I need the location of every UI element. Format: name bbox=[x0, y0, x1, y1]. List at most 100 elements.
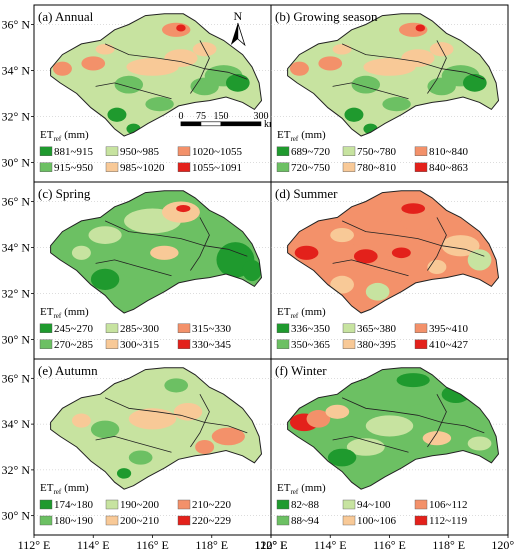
legend-label: 750~780 bbox=[357, 146, 396, 158]
panel-title: (f) Winter bbox=[275, 363, 327, 378]
et-zone bbox=[422, 431, 452, 446]
legend-swatch bbox=[414, 499, 428, 510]
legend-title-sub: ref bbox=[290, 135, 298, 143]
north-arrow-icon bbox=[237, 22, 246, 47]
lat-tick-label: 30° N bbox=[2, 509, 31, 523]
lon-tick-label: 118° E bbox=[432, 538, 465, 550]
lon-tick-label: 116° E bbox=[136, 538, 169, 550]
subbasin-boundary bbox=[332, 82, 409, 100]
legend-label: 330~345 bbox=[192, 339, 231, 351]
lon-tick-label: 116° E bbox=[373, 538, 406, 550]
et-zone bbox=[365, 415, 414, 437]
et-zone bbox=[88, 226, 122, 244]
legend-swatch bbox=[414, 146, 428, 156]
subbasin-boundary bbox=[104, 220, 248, 257]
legend-label: 315~330 bbox=[192, 323, 231, 335]
legend: ETref (mm) 336~350 365~380 395~410 350~365 380… bbox=[276, 306, 468, 351]
legend-swatch bbox=[105, 162, 119, 172]
et-zone bbox=[107, 107, 127, 122]
legend-swatch bbox=[276, 499, 290, 510]
et-zone bbox=[415, 24, 426, 32]
legend-label: 350~365 bbox=[291, 339, 330, 351]
legend-swatch bbox=[342, 323, 356, 333]
et-zone bbox=[128, 450, 153, 465]
legend-swatch bbox=[276, 146, 290, 156]
legend-swatch bbox=[177, 162, 191, 172]
legend-label: 689~720 bbox=[291, 146, 330, 158]
legend-swatch bbox=[342, 499, 356, 510]
lon-tick-label: 114° E bbox=[77, 538, 110, 550]
basin-boundary bbox=[50, 190, 263, 314]
legend-swatch bbox=[39, 339, 53, 349]
et-zones bbox=[289, 373, 492, 467]
panel-c: (c) Spring ETref (mm) 245~270 285~300 315~330… bbox=[33, 181, 272, 360]
lon-tick-label: 120° E bbox=[254, 538, 287, 550]
lat-tick-label: 36° N bbox=[2, 194, 31, 208]
legend-swatch bbox=[414, 515, 428, 526]
panel-e: (e) Autumn ETref (mm) 174~180 190~200 210~220… bbox=[33, 358, 272, 536]
et-zones bbox=[289, 22, 487, 135]
lat-tick-label: 30° N bbox=[2, 156, 31, 170]
legend-title-unit: (mm) bbox=[301, 129, 326, 141]
subbasin-boundary bbox=[190, 40, 210, 94]
lon-tick-label: 118° E bbox=[195, 538, 228, 550]
axes: 36° N 34° N 32° N 30° N 36° N 34° N 32° N 30° N… bbox=[2, 17, 514, 550]
scale-segment bbox=[180, 121, 202, 127]
et-zone bbox=[90, 420, 120, 439]
et-zones bbox=[71, 201, 262, 290]
subbasin-boundary bbox=[341, 220, 485, 257]
et-zone bbox=[467, 249, 492, 271]
et-zone bbox=[195, 439, 215, 455]
legend-title-main: ET bbox=[40, 306, 54, 318]
et-zone bbox=[401, 203, 426, 214]
subbasin-boundary bbox=[427, 40, 447, 94]
subbasin-boundary bbox=[190, 217, 210, 271]
legend-label: 112~119 bbox=[429, 515, 468, 527]
subbasin-boundary bbox=[341, 43, 485, 80]
et-zone bbox=[427, 77, 456, 96]
et-zone bbox=[90, 268, 120, 290]
legend-title-unit: (mm) bbox=[64, 129, 89, 141]
scale-label: 150 bbox=[213, 111, 228, 122]
et-zone bbox=[353, 249, 378, 264]
lon-tick-label: 114° E bbox=[314, 538, 347, 550]
et-zone bbox=[344, 107, 364, 122]
legend-label: 82~88 bbox=[291, 499, 319, 511]
subbasin-boundary bbox=[104, 397, 248, 434]
legend-label: 1055~1091 bbox=[192, 162, 242, 174]
lat-tick-label: 32° N bbox=[2, 287, 31, 301]
north-label: N bbox=[233, 9, 242, 23]
legend: ETref (mm) 174~180 190~200 210~220 180~190 200… bbox=[39, 482, 231, 527]
legend-swatch bbox=[39, 499, 53, 510]
legend: ETref (mm) 689~720 750~780 810~840 720~750 780… bbox=[276, 129, 468, 174]
lon-tick-label: 112° E bbox=[18, 538, 51, 550]
north-arrow-icon bbox=[230, 23, 238, 45]
et-zone bbox=[294, 245, 319, 260]
lon-tick-label: 112° E bbox=[255, 538, 288, 550]
et-zone bbox=[327, 448, 357, 467]
legend-swatch bbox=[177, 339, 191, 349]
subbasin-boundary bbox=[190, 394, 210, 448]
et-zone bbox=[128, 408, 177, 430]
legend-label: 210~220 bbox=[192, 499, 231, 511]
legend-swatch bbox=[39, 515, 53, 526]
legend-title: ETref (mm) bbox=[40, 482, 89, 496]
legend-label: 285~300 bbox=[120, 323, 159, 335]
et-zone bbox=[462, 74, 487, 92]
et-zone bbox=[467, 436, 492, 451]
et-zone bbox=[114, 75, 144, 94]
panel-title: (d) Summer bbox=[275, 186, 338, 201]
legend-swatch bbox=[276, 515, 290, 526]
legend-swatch bbox=[342, 162, 356, 172]
scale-label: 0 bbox=[178, 111, 183, 122]
legend-swatch bbox=[414, 323, 428, 333]
et-zone bbox=[150, 245, 179, 260]
panel-title: (c) Spring bbox=[38, 186, 91, 201]
et-zone bbox=[401, 210, 435, 232]
et-zone bbox=[351, 75, 381, 94]
et-zone bbox=[351, 220, 428, 257]
et-zone bbox=[126, 58, 179, 76]
et-zone bbox=[242, 259, 262, 282]
